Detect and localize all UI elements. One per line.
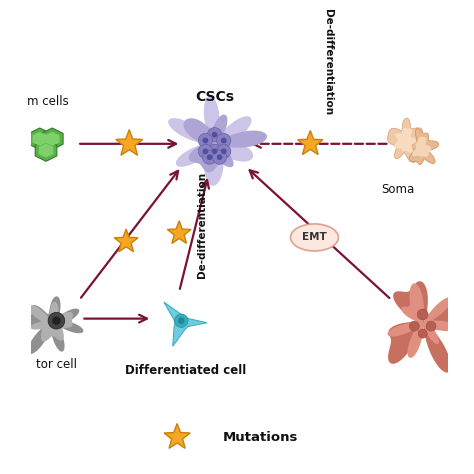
Circle shape xyxy=(212,132,218,137)
Polygon shape xyxy=(33,132,47,146)
Circle shape xyxy=(52,317,61,325)
Polygon shape xyxy=(164,423,190,448)
Polygon shape xyxy=(388,118,422,163)
Circle shape xyxy=(174,314,188,328)
Polygon shape xyxy=(388,281,459,373)
Text: Differentiated cell: Differentiated cell xyxy=(125,365,246,377)
Polygon shape xyxy=(405,128,439,164)
Polygon shape xyxy=(18,296,83,354)
Circle shape xyxy=(207,154,212,160)
Polygon shape xyxy=(45,132,59,146)
Polygon shape xyxy=(41,128,63,150)
Circle shape xyxy=(212,148,218,154)
Circle shape xyxy=(198,144,212,158)
Text: m cells: m cells xyxy=(27,95,69,109)
Circle shape xyxy=(208,144,222,158)
Circle shape xyxy=(202,137,209,144)
Circle shape xyxy=(48,312,65,329)
Ellipse shape xyxy=(291,224,338,251)
Polygon shape xyxy=(168,96,253,186)
Polygon shape xyxy=(29,128,51,150)
Text: tor cell: tor cell xyxy=(36,358,77,371)
Circle shape xyxy=(217,144,231,158)
Circle shape xyxy=(178,318,184,324)
Polygon shape xyxy=(39,144,53,157)
Text: De-differentiation: De-differentiation xyxy=(323,9,333,115)
Circle shape xyxy=(417,309,428,320)
Circle shape xyxy=(410,321,419,331)
Polygon shape xyxy=(183,115,267,173)
Polygon shape xyxy=(394,128,416,153)
Polygon shape xyxy=(388,283,456,358)
Polygon shape xyxy=(167,221,191,244)
Text: Mutations: Mutations xyxy=(223,431,298,444)
Circle shape xyxy=(221,148,227,154)
Text: EMT: EMT xyxy=(302,232,327,243)
Text: De-differentiation: De-differentiation xyxy=(197,172,207,278)
Polygon shape xyxy=(116,130,143,155)
Polygon shape xyxy=(28,301,73,342)
Circle shape xyxy=(198,133,212,147)
Circle shape xyxy=(217,154,222,160)
Circle shape xyxy=(202,148,209,154)
Circle shape xyxy=(202,150,217,164)
Polygon shape xyxy=(35,140,57,161)
Polygon shape xyxy=(298,130,323,155)
Polygon shape xyxy=(164,302,207,346)
Circle shape xyxy=(221,137,227,144)
Text: Soma: Soma xyxy=(381,183,414,196)
Polygon shape xyxy=(412,137,431,157)
Text: CSCs: CSCs xyxy=(195,90,234,104)
Circle shape xyxy=(212,150,227,164)
Circle shape xyxy=(418,329,427,338)
Circle shape xyxy=(208,128,222,142)
Polygon shape xyxy=(114,229,138,252)
Circle shape xyxy=(217,133,231,147)
Circle shape xyxy=(426,321,436,331)
